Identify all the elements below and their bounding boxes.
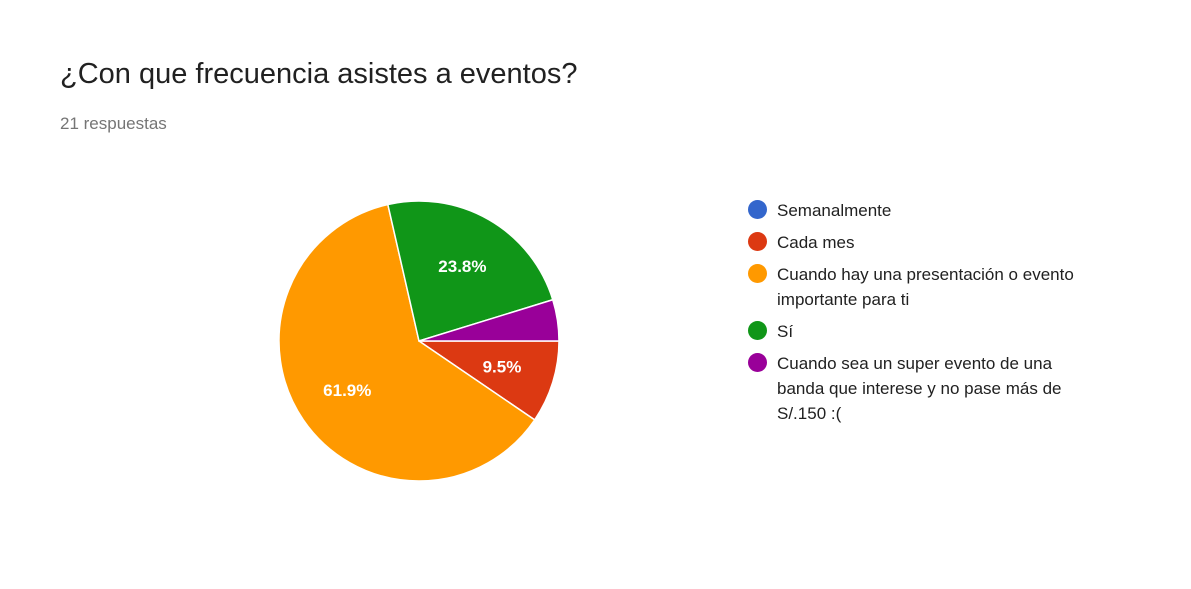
legend-item: Cuando hay una presentación o evento imp… xyxy=(748,262,1148,312)
legend: Semanalmente Cada mes Cuando hay una prese… xyxy=(748,198,1148,433)
legend-swatch xyxy=(748,321,767,340)
slice-percent-label: 23.8% xyxy=(438,257,486,276)
legend-item: Sí xyxy=(748,319,1148,344)
slice-percent-label: 61.9% xyxy=(323,381,371,400)
legend-item: Cada mes xyxy=(748,230,1148,255)
legend-label: Semanalmente xyxy=(777,201,892,220)
legend-swatch xyxy=(748,200,767,219)
legend-swatch xyxy=(748,353,767,372)
pie-slice-3 xyxy=(278,203,536,482)
legend-label: Cuando hay una presentación o evento imp… xyxy=(777,265,1074,309)
response-count: 21 respuestas xyxy=(60,114,167,133)
slice-percent-label: 9.5% xyxy=(483,358,522,377)
legend-item: Cuando sea un super evento de una banda … xyxy=(748,351,1148,426)
legend-label: Sí xyxy=(777,322,794,341)
legend-swatch xyxy=(748,264,767,283)
pie-slice-4 xyxy=(386,200,554,342)
legend-label: Cada mes xyxy=(777,233,855,252)
legend-label: Cuando sea un super evento de una banda … xyxy=(777,354,1062,423)
pie-slice-2 xyxy=(416,340,560,421)
pie-slice-5 xyxy=(418,298,560,342)
chart-title: ¿Con que frecuencia asistes a eventos? xyxy=(60,58,578,90)
legend-item: Semanalmente xyxy=(748,198,1148,223)
legend-swatch xyxy=(748,232,767,251)
